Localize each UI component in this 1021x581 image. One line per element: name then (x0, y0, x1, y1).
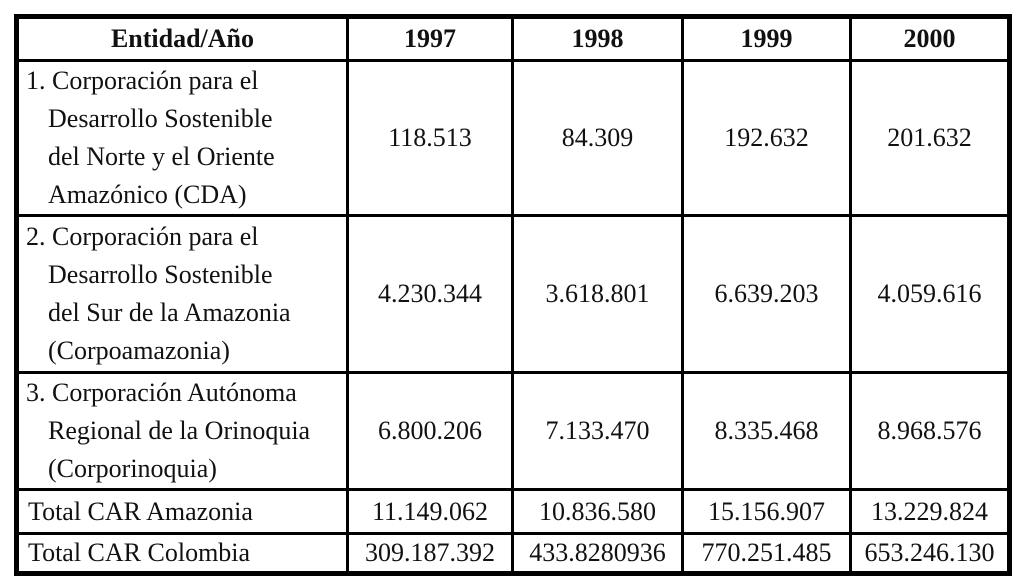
total-label: Total CAR Colombia (15, 532, 349, 575)
value-cell: 3.618.801 (511, 214, 684, 374)
table-row-cda: 1. Corporación para el Desarrollo Sosten… (15, 59, 1011, 217)
table-figure: Entidad/Año 1997 1998 1999 2000 1. Corpo… (14, 14, 1012, 576)
column-header-1997: 1997 (346, 15, 514, 62)
value-cell: 84.309 (511, 59, 684, 217)
entity-cell-cda: 1. Corporación para el Desarrollo Sosten… (15, 59, 349, 217)
value-cell: 11.149.062 (346, 488, 514, 535)
value-cell: 4.059.616 (849, 214, 1011, 374)
header-row: Entidad/Año 1997 1998 1999 2000 (15, 15, 1011, 62)
value-cell: 8.335.468 (681, 371, 852, 491)
table-row-total-amazonia: Total CAR Amazonia 11.149.062 10.836.580… (15, 488, 1011, 535)
value-cell: 192.632 (681, 59, 852, 217)
entity-cell-corporinoquia: 3. Corporación Autónoma Regional de la O… (15, 371, 349, 491)
table-row-total-colombia: Total CAR Colombia 309.187.392 433.82809… (15, 532, 1011, 575)
column-header-2000: 2000 (849, 15, 1011, 62)
value-cell: 8.968.576 (849, 371, 1011, 491)
total-label: Total CAR Amazonia (15, 488, 349, 535)
value-cell: 7.133.470 (511, 371, 684, 491)
column-header-entity: Entidad/Año (15, 15, 349, 62)
entity-cell-corpoamazonia: 2. Corporación para el Desarrollo Sosten… (15, 214, 349, 374)
table-row-corporinoquia: 3. Corporación Autónoma Regional de la O… (15, 371, 1011, 491)
value-cell: 118.513 (346, 59, 514, 217)
entity-name: 3. Corporación Autónoma Regional de la O… (26, 378, 311, 483)
value-cell: 201.632 (849, 59, 1011, 217)
column-header-1998: 1998 (511, 15, 684, 62)
table-row-corpoamazonia: 2. Corporación para el Desarrollo Sosten… (15, 214, 1011, 374)
value-cell: 4.230.344 (346, 214, 514, 374)
value-cell: 15.156.907 (681, 488, 852, 535)
value-cell: 770.251.485 (681, 532, 852, 575)
column-header-1999: 1999 (681, 15, 852, 62)
value-cell: 6.800.206 (346, 371, 514, 491)
value-cell: 653.246.130 (849, 532, 1011, 575)
value-cell: 10.836.580 (511, 488, 684, 535)
value-cell: 309.187.392 (346, 532, 514, 575)
value-cell: 13.229.824 (849, 488, 1011, 535)
value-cell: 6.639.203 (681, 214, 852, 374)
value-cell: 433.8280936 (511, 532, 684, 575)
entity-name: 2. Corporación para el Desarrollo Sosten… (26, 222, 291, 365)
car-budget-table: Entidad/Año 1997 1998 1999 2000 1. Corpo… (14, 14, 1012, 576)
entity-name: 1. Corporación para el Desarrollo Sosten… (26, 66, 275, 209)
